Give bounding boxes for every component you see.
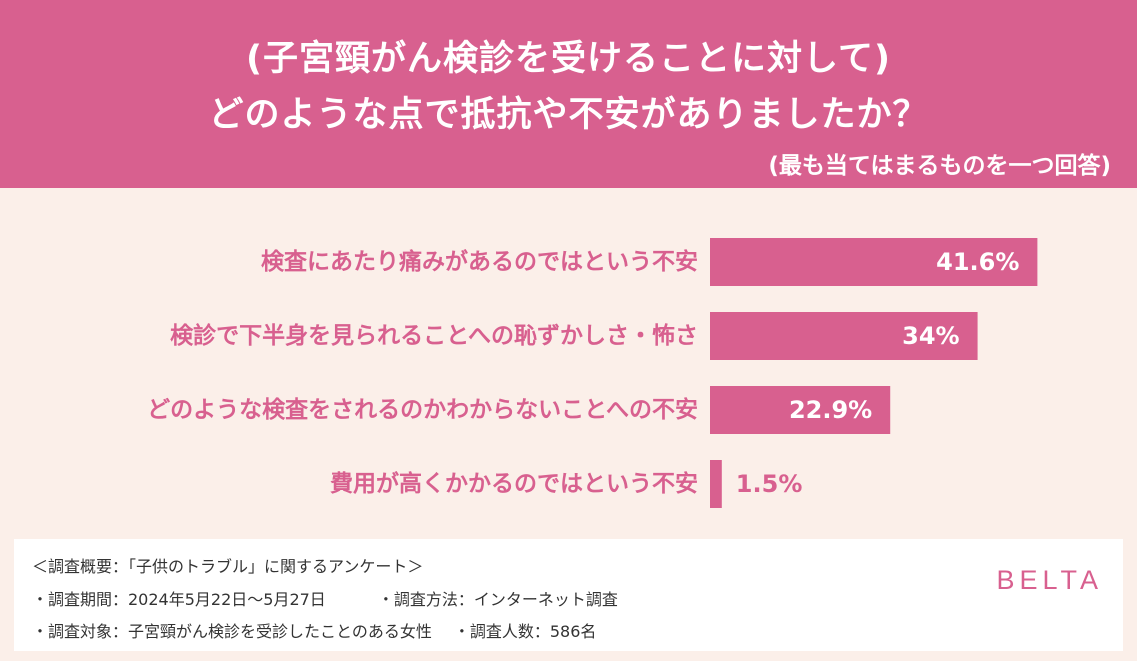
bar-chart: 検査にあたり痛みがあるのではという不安 41.6% 検診で下半身を見られることへの恥… [147,238,1038,508]
chart-title-line-1: (子宮頸がん検診を受けることに対して) [246,39,891,79]
chart-subtitle: (最も当てはまるものを一つ回答) [768,153,1111,179]
survey-sample-size: ・調査人数：586名 [453,622,597,641]
survey-period: ・調査期間：2024年5月22日〜5月27日 [32,590,326,609]
survey-target: ・調査対象：子宮頸がん検診を受診したことのある女性 [32,622,432,641]
header-banner: (子宮頸がん検診を受けることに対して) どのような点で抵抗や不安がありましたか？… [0,0,1137,188]
bar [710,460,722,508]
bar [710,386,891,434]
survey-info-row-1: ・調査期間：2024年5月22日〜5月27日 ・調査方法：インターネット調査 [32,586,618,610]
survey-overview-panel: ＜調査概要：「子供のトラブル」に関するアンケート＞ ・調査期間：2024年5月2… [14,539,1123,651]
belta-logo: BELTA [996,565,1103,595]
survey-overview-title: ＜調査概要：「子供のトラブル」に関するアンケート＞ [32,557,424,576]
chart-title-line-2: どのような点で抵抗や不安がありましたか？ [208,95,929,135]
category-label: どのような検査をされるのかわからないことへの不安 [147,396,698,423]
category-label: 検診で下半身を見られることへの恥ずかしさ・怖さ [170,322,698,349]
value-label: 41.6% [936,248,1019,276]
value-label: 34% [902,322,959,350]
category-label: 検査にあたり痛みがあるのではという不安 [261,248,698,275]
value-label: 22.9% [789,396,872,424]
bar [710,312,978,360]
value-label: 1.5% [736,470,803,498]
category-label: 費用が高くかかるのではという不安 [330,470,698,497]
bar [710,238,1038,286]
survey-method: ・調査方法：インターネット調査 [377,590,618,609]
survey-info-row-2: ・調査対象：子宮頸がん検診を受診したことのある女性 ・調査人数：586名 [32,618,596,642]
